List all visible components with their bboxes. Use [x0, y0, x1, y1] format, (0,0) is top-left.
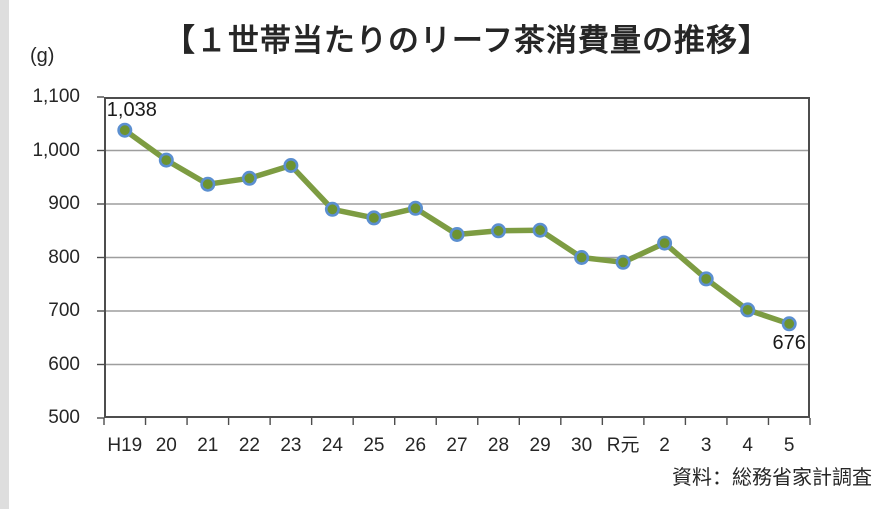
x-axis-label: 2: [659, 435, 670, 456]
y-axis-label: 600: [48, 353, 80, 375]
data-point-marker: [324, 201, 340, 217]
x-axis-label: 21: [197, 435, 219, 456]
chart-title: 【１世帯当たりのリーフ茶消費量の推移】: [163, 23, 771, 58]
x-axis-label: 29: [529, 435, 551, 456]
y-axis-label: 1,100: [32, 86, 80, 107]
x-axis-label: 23: [280, 435, 302, 456]
x-axis-label: 3: [700, 435, 712, 456]
data-point-marker: [657, 235, 673, 251]
left-edge-strip: [0, 0, 9, 509]
data-point-marker: [241, 170, 257, 186]
y-axis-unit-label: (g): [30, 45, 55, 67]
data-point-marker: [574, 250, 590, 266]
data-point-marker: [158, 152, 174, 168]
source-caption: 資料：総務省家計調査: [672, 467, 872, 489]
x-axis-label: 26: [404, 435, 427, 456]
plot-area: [97, 96, 811, 425]
y-axis-label: 800: [48, 246, 80, 268]
data-point-marker: [117, 122, 133, 138]
x-axis-label: 30: [571, 435, 593, 456]
data-point-marker: [740, 302, 756, 318]
x-axis-label: 24: [321, 435, 343, 456]
x-axis-label: R元: [606, 435, 640, 456]
plot-border: [104, 97, 810, 418]
x-axis-label: 22: [238, 435, 260, 456]
data-point-marker: [283, 157, 299, 173]
data-point-marker: [200, 176, 216, 192]
y-axis-label: 900: [48, 193, 80, 214]
x-axis-label: H19: [107, 435, 143, 456]
data-point-marker: [490, 223, 506, 239]
y-axis-label: 700: [48, 300, 80, 321]
series-line: [122, 127, 792, 327]
data-point-marker: [532, 222, 548, 238]
y-axis-label: 1,000: [32, 139, 80, 161]
x-axis-label: 5: [783, 435, 795, 456]
data-point-marker: [698, 271, 714, 287]
data-point-marker: [407, 200, 423, 216]
data-point-marker: [615, 254, 631, 270]
x-axis-label: 4: [742, 435, 753, 456]
x-axis-label: 20: [155, 435, 177, 456]
data-point-marker: [781, 316, 797, 332]
data-point-marker: [366, 210, 382, 226]
x-axis-label: 27: [446, 435, 468, 456]
data-label-first-point: 1,038: [106, 99, 157, 122]
data-point-marker: [449, 227, 465, 243]
data-label-last-point: 676: [772, 331, 806, 354]
x-axis-label: 25: [363, 435, 385, 456]
x-axis-label: 28: [487, 435, 510, 456]
y-axis-label: 500: [48, 407, 80, 428]
